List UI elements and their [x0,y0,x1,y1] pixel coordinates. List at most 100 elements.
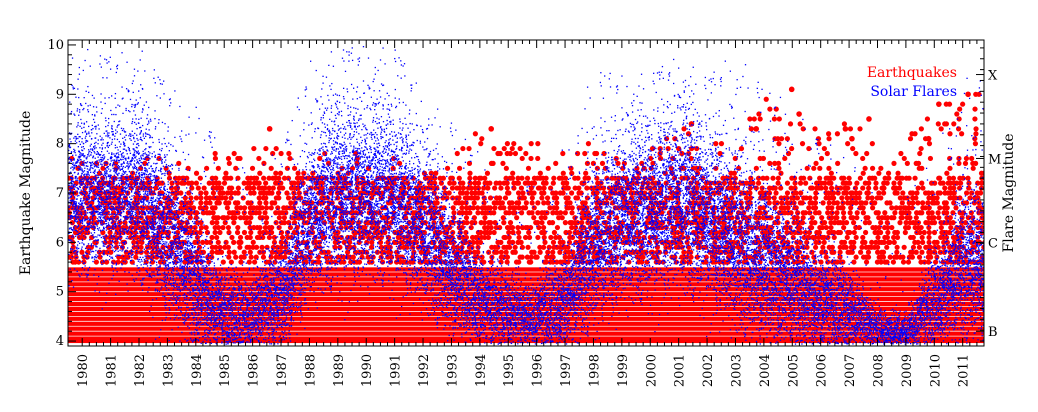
solar-flare-point [78,115,79,116]
solar-flare-point [88,257,89,258]
earthquake-point [829,185,834,190]
solar-flare-point [120,196,121,197]
solar-flare-point [72,245,73,246]
earthquake-point [773,190,778,195]
earthquake-point [817,230,822,235]
earthquake-point [866,181,871,186]
earthquake-point [614,156,619,161]
solar-flare-point [114,175,115,176]
earthquake-point [806,205,811,210]
solar-flare-point [89,175,90,176]
solar-flare-point [90,212,91,213]
solar-flare-point [104,165,105,166]
solar-flare-point [69,227,70,228]
earthquake-point [69,255,74,260]
earthquake-point [439,181,444,186]
solar-flare-point [104,158,105,159]
earthquake-point [250,166,255,171]
earthquake-point [860,156,865,161]
earthquake-point [447,190,452,195]
solar-flare-point [116,159,117,160]
earthquake-point [519,240,524,245]
solar-flare-point [75,152,76,153]
solar-flare-point [79,111,80,112]
earthquake-point [824,225,829,230]
solar-flare-point [123,246,124,247]
earthquake-point [505,181,510,186]
solar-flare-point [77,159,78,160]
earthquake-point [461,185,466,190]
earthquake-point [520,190,525,195]
solar-flare-point [109,192,110,193]
solar-flare-point [92,128,93,129]
solar-flare-point [101,206,102,207]
earthquake-point [935,240,940,245]
solar-flare-point [109,180,110,181]
solar-flare-point [96,133,97,134]
solar-flare-point [93,211,94,212]
solar-flare-point [82,150,83,151]
earthquake-point [569,190,574,195]
earthquake-point [220,190,225,195]
solar-flare-point [117,233,118,234]
earthquake-point [210,220,215,225]
earthquake-point [196,185,201,190]
earthquake-point [754,166,759,171]
earthquake-point [919,126,924,131]
earthquake-point [450,185,455,190]
solar-flare-point [96,186,97,187]
solar-flare-point [73,191,74,192]
solar-flare-point [112,222,113,223]
solar-flare-point [81,147,82,148]
solar-flare-point [118,207,119,208]
earthquake-point [138,245,143,250]
earthquake-point [969,156,974,161]
solar-flare-point [111,192,112,193]
earthquake-point [515,225,520,230]
earthquake-point [237,156,242,161]
earthquake-point [851,240,856,245]
earthquake-point [862,240,867,245]
solar-flare-point [79,166,80,167]
earthquake-point [903,230,908,235]
earthquake-point [831,176,836,181]
solar-flare-point [109,228,110,229]
earthquake-point [214,235,219,240]
earthquake-point [114,245,119,250]
earthquake-point [916,161,921,166]
earthquake-point [561,171,566,176]
solar-flare-point [119,202,120,203]
earthquake-point [475,195,480,200]
earthquake-point [542,215,547,220]
solar-flare-point [81,175,82,176]
earthquake-point [560,215,565,220]
earthquake-point [932,220,937,225]
earthquake-point [467,181,472,186]
solar-flare-point [93,181,94,182]
earthquake-point [216,240,221,245]
solar-flare-point [83,200,84,201]
solar-flare-point [74,225,75,226]
earthquake-point [866,255,871,260]
solar-flare-point [94,164,95,165]
solar-flare-point [123,161,124,162]
solar-flare-point [101,186,102,187]
solar-flare-point [114,136,115,137]
earthquake-point [831,250,836,255]
solar-flare-point [98,229,99,230]
earthquake-point [492,185,497,190]
solar-flare-point [86,158,87,159]
solar-flare-point [74,167,75,168]
earthquake-point [554,195,559,200]
solar-flare-point [107,225,108,226]
earthquake-point [498,240,503,245]
earthquake-point [482,215,487,220]
earthquake-point [847,230,852,235]
earthquake-point [789,146,794,151]
earthquake-point [866,250,871,255]
solar-flare-point [107,143,108,144]
solar-flare-point [109,165,110,166]
earthquake-point [529,141,534,146]
earthquake-point [520,156,525,161]
earthquake-point [925,116,930,121]
